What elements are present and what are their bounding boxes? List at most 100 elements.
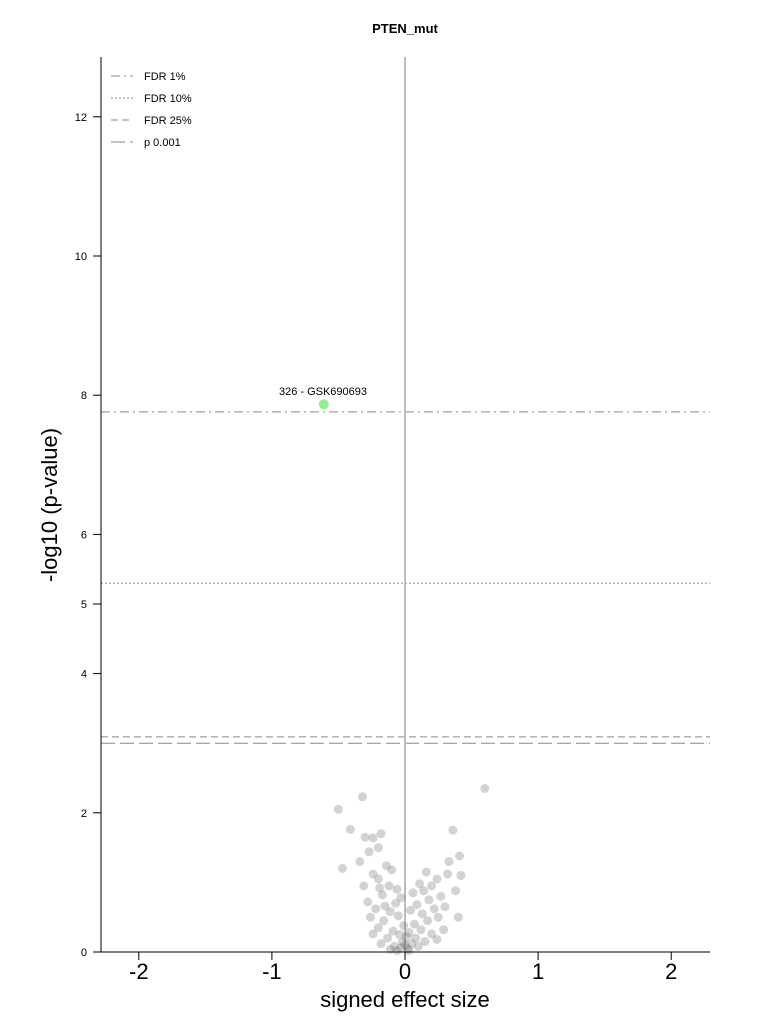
data-point: [413, 941, 423, 951]
data-point: [359, 881, 369, 891]
data-point: [400, 940, 410, 950]
data-point: [368, 833, 378, 843]
data-point: [380, 901, 390, 911]
legend-label: FDR 1%: [144, 71, 186, 83]
data-point: [337, 863, 347, 873]
data-point: [355, 857, 365, 867]
data-point: [392, 946, 402, 956]
data-point: [427, 881, 437, 891]
highlight-point: [318, 399, 329, 410]
x-tick-label: 0: [399, 959, 411, 984]
data-point: [373, 923, 383, 933]
y-tick-label: 12: [75, 112, 87, 124]
data-point: [381, 861, 391, 871]
data-point: [420, 937, 430, 947]
data-point: [403, 944, 413, 954]
data-point: [407, 939, 417, 949]
data-point: [416, 925, 426, 935]
highlight-label: 326 - GSK690693: [279, 386, 367, 398]
data-point: [401, 932, 411, 942]
data-point: [433, 912, 443, 922]
y-tick-label: 10: [75, 251, 87, 263]
y-tick-label: 5: [81, 599, 87, 611]
y-axis-label: -log10 (p-value): [37, 428, 62, 582]
data-point: [439, 925, 449, 935]
data-point: [421, 867, 431, 877]
data-point: [368, 869, 378, 879]
data-point: [432, 874, 442, 884]
data-point: [397, 937, 407, 947]
data-point: [453, 912, 463, 922]
data-point: [393, 911, 403, 921]
y-axis-ticks: 0 2 4 5 6 8 10 12: [75, 112, 101, 959]
data-point: [365, 912, 375, 922]
data-point: [405, 905, 415, 915]
data-point: [429, 904, 439, 914]
data-point: [392, 884, 402, 894]
data-point: [419, 886, 429, 896]
x-tick-label: 2: [665, 959, 677, 984]
chart-title: PTEN_mut: [372, 21, 438, 36]
data-point: [363, 897, 373, 907]
data-point: [368, 929, 378, 939]
data-point: [389, 941, 399, 951]
data-point: [408, 888, 418, 898]
data-point: [376, 939, 386, 949]
data-point: [383, 933, 393, 943]
data-point: [427, 929, 437, 939]
y-tick-label: 4: [81, 669, 87, 681]
data-point: [424, 895, 434, 905]
data-point: [371, 904, 381, 914]
data-point: [409, 919, 419, 929]
data-point: [360, 832, 370, 842]
data-point: [436, 891, 446, 901]
legend-label: FDR 10%: [144, 93, 192, 105]
data-point: [384, 881, 394, 891]
x-tick-label: 1: [532, 959, 544, 984]
data-point: [396, 943, 406, 953]
data-point: [455, 851, 465, 861]
data-point: [373, 843, 383, 853]
data-point: [375, 883, 385, 893]
data-point: [443, 869, 453, 879]
data-point: [391, 898, 401, 908]
data-point: [448, 825, 458, 835]
y-tick-label: 2: [81, 808, 87, 820]
y-tick-label: 0: [81, 947, 87, 959]
data-point: [417, 909, 427, 919]
data-point: [396, 893, 406, 903]
data-point: [404, 946, 414, 956]
x-tick-label: -1: [262, 959, 282, 984]
data-point: [345, 825, 355, 835]
y-tick-label: 6: [81, 529, 87, 541]
y-tick-label: 8: [81, 390, 87, 402]
data-point: [395, 930, 405, 940]
data-point: [387, 865, 397, 875]
data-point: [357, 792, 367, 802]
legend-label: FDR 25%: [144, 115, 192, 127]
x-axis-ticks: -2 -1 0 1 2: [129, 952, 677, 984]
data-point: [364, 847, 374, 857]
data-point: [415, 879, 425, 889]
data-points: [333, 783, 490, 956]
data-point: [440, 902, 450, 912]
data-point: [388, 926, 398, 936]
data-point: [377, 890, 387, 900]
data-point: [456, 870, 466, 880]
legend: FDR 1% FDR 10% FDR 25% p 0.001: [111, 71, 192, 149]
data-point: [423, 916, 433, 926]
data-point: [333, 804, 343, 814]
data-point: [411, 933, 421, 943]
data-point: [379, 916, 389, 926]
data-point: [385, 944, 395, 954]
data-point: [404, 928, 414, 938]
data-point: [385, 907, 395, 917]
x-axis-label: signed effect size: [320, 987, 490, 1012]
x-tick-label: -2: [129, 959, 149, 984]
data-point: [480, 783, 490, 793]
data-point: [399, 921, 409, 931]
data-point: [412, 900, 422, 910]
data-point: [444, 857, 454, 867]
data-point: [373, 874, 383, 884]
